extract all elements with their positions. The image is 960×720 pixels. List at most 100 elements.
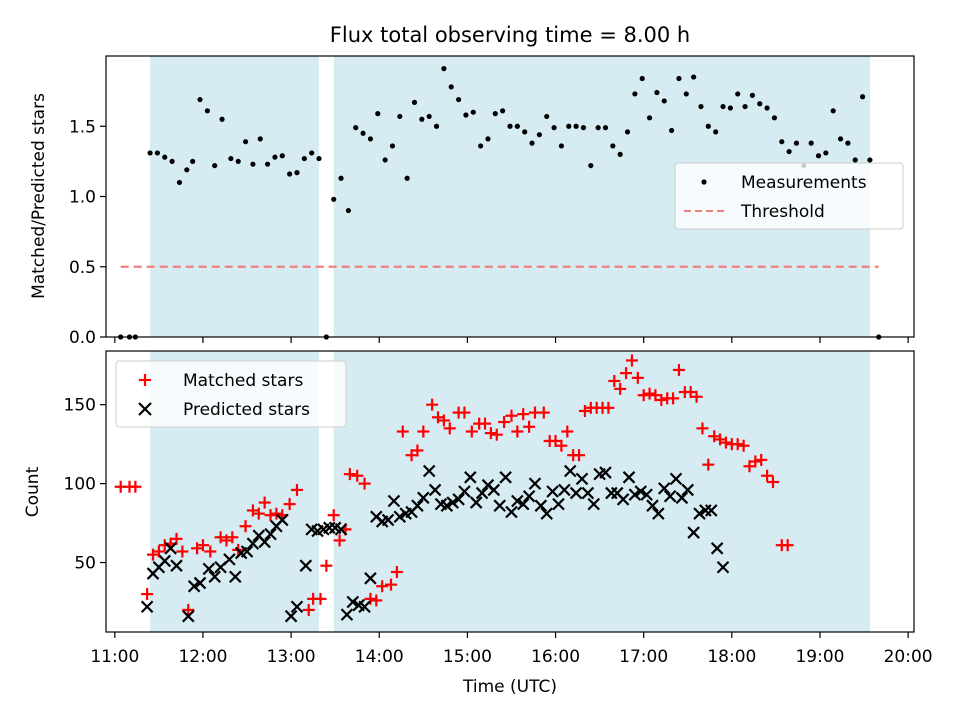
predicted-star-stroke-b [170, 559, 183, 572]
predicted-star-stroke-b [634, 485, 648, 498]
predicted-star-point [422, 464, 436, 478]
measurement-point [419, 116, 425, 122]
x-tick-label: 16:00 [531, 647, 580, 667]
matched-star-point [364, 592, 377, 605]
predicted-star-point [646, 499, 659, 512]
legend-measurements-marker [701, 179, 707, 185]
measurement-point [566, 123, 572, 129]
predicted-star-point [475, 486, 489, 500]
matched-star-point [376, 580, 389, 593]
predicted-star-stroke-b [610, 486, 624, 500]
predicted-star-stroke-b [528, 477, 542, 490]
predicted-star-point [652, 507, 665, 520]
measurement-point [250, 161, 256, 167]
x-tick-label: 17:00 [619, 647, 668, 667]
legend-measurements-label: Measurements [741, 173, 867, 193]
measurement-point [815, 153, 822, 159]
matched-star-point [672, 363, 685, 376]
predicted-star-point [258, 535, 271, 549]
matched-star-point [252, 507, 265, 520]
measurement-point [500, 108, 506, 114]
bottom-y-ticks: 50 100 150 [64, 396, 106, 574]
matched-star-point [141, 588, 154, 601]
measurement-point [455, 96, 462, 103]
predicted-star-point [464, 471, 477, 484]
bottom-axes-frame [105, 350, 915, 633]
y-tick-label: 1.0 [69, 188, 96, 208]
measurement-point [580, 125, 587, 131]
matched-star-point [490, 428, 503, 441]
measurement-point [470, 109, 476, 115]
predicted-stars-points [140, 464, 730, 623]
predicted-star-point [276, 513, 289, 527]
measurement-point [360, 130, 366, 136]
predicted-star-point [393, 510, 407, 524]
predicted-star-point [181, 609, 195, 623]
predicted-star-stroke-b [440, 499, 454, 512]
predicted-star-point [229, 570, 242, 584]
top-panel: Flux total observing time = 8.00 h 0.00.… [29, 23, 915, 348]
predicted-star-point [669, 472, 683, 486]
measurement-point [228, 155, 234, 162]
measurement-point [845, 140, 851, 146]
measurement-point [683, 91, 689, 97]
measurement-point [316, 155, 322, 162]
measurement-point [345, 207, 351, 214]
predicted-star-point [634, 485, 648, 498]
x-tick-label: 20:00 [884, 647, 933, 667]
matched-star-point [631, 371, 644, 384]
matched-star-point [258, 496, 271, 509]
matched-star-point [690, 390, 703, 403]
predicted-star-stroke-b [581, 486, 595, 500]
measurement-point [169, 158, 175, 164]
predicted-star-point [528, 477, 542, 490]
predicted-star-stroke-b [716, 560, 730, 574]
measurement-point [411, 99, 418, 105]
legend-matched-label: Matched stars [183, 371, 303, 391]
legend-threshold-label: Threshold [740, 202, 825, 222]
predicted-star-point [411, 499, 424, 512]
matched-star-point [537, 406, 550, 419]
predicted-star-point [516, 497, 530, 511]
measurement-point [154, 150, 161, 156]
predicted-star-stroke-b [681, 483, 695, 497]
predicted-star-stroke-b [284, 609, 298, 623]
measurement-point [793, 140, 800, 146]
predicted-star-point [164, 542, 177, 555]
predicted-star-point [240, 545, 254, 558]
predicted-star-stroke-b [428, 483, 442, 497]
predicted-star-stroke-b [552, 497, 565, 511]
matched-star-point [396, 425, 409, 438]
predicted-star-stroke-b [193, 576, 207, 590]
predicted-star-stroke-b [240, 545, 254, 558]
predicted-star-stroke-b [652, 507, 665, 520]
predicted-star-stroke-b [434, 497, 448, 511]
measurement-point [859, 94, 866, 100]
matched-star-point [511, 425, 524, 438]
matched-star-point [781, 539, 794, 552]
x-tick-label: 14:00 [355, 647, 404, 667]
measurement-point [830, 108, 836, 114]
measurement-point [602, 125, 609, 131]
legend-predicted-marker [138, 402, 152, 416]
matched-star-point [702, 458, 715, 471]
matched-star-point [458, 406, 471, 419]
predicted-star-stroke-b [422, 464, 436, 478]
predicted-star-point [693, 507, 706, 520]
predicted-star-stroke-b [687, 526, 700, 539]
measurement-point [786, 148, 792, 155]
matched-star-point [343, 468, 356, 481]
predicted-star-stroke-b [340, 608, 354, 621]
measurement-point [382, 157, 388, 163]
predicted-star-stroke-b [181, 609, 195, 623]
matched-star-point [426, 398, 439, 411]
predicted-star-stroke-b [264, 527, 277, 541]
top-title: Flux total observing time = 8.00 h [330, 23, 690, 47]
predicted-star-point [358, 600, 371, 614]
predicted-star-point [628, 488, 642, 501]
matched-star-point [239, 520, 252, 533]
predicted-star-stroke-b [511, 494, 524, 508]
predicted-star-point [193, 576, 207, 590]
predicted-star-point [290, 600, 304, 614]
